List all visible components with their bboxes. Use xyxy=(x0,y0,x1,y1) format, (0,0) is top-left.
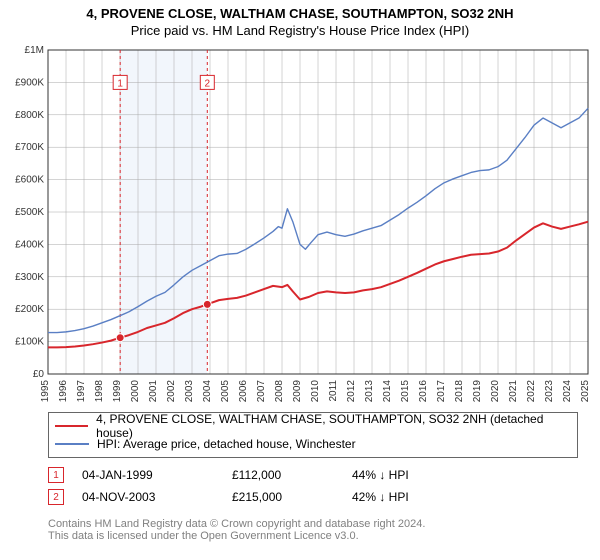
legend-swatch-property xyxy=(55,425,88,427)
svg-text:£300K: £300K xyxy=(15,272,44,283)
svg-text:£500K: £500K xyxy=(15,207,44,218)
svg-text:1999: 1999 xyxy=(112,380,123,403)
svg-text:2010: 2010 xyxy=(310,380,321,403)
svg-text:2007: 2007 xyxy=(256,380,267,403)
footnote: Contains HM Land Registry data © Crown c… xyxy=(48,518,578,542)
svg-text:£700K: £700K xyxy=(15,142,44,153)
svg-text:2008: 2008 xyxy=(274,380,285,403)
svg-text:2025: 2025 xyxy=(580,380,591,403)
plot-svg: £0 £100K £200K £300K £400K £500K £600K £700K £80… xyxy=(6,44,594,404)
svg-text:2006: 2006 xyxy=(238,380,249,403)
legend-row-property: 4, PROVENE CLOSE, WALTHAM CHASE, SOUTHAM… xyxy=(55,417,571,435)
svg-text:2022: 2022 xyxy=(526,380,537,403)
legend-label-hpi: HPI: Average price, detached house, Winc… xyxy=(97,437,356,451)
svg-text:£900K: £900K xyxy=(15,77,44,88)
svg-text:2013: 2013 xyxy=(364,380,375,403)
svg-text:2011: 2011 xyxy=(328,380,339,402)
svg-text:1997: 1997 xyxy=(76,380,87,403)
svg-text:1995: 1995 xyxy=(40,380,51,403)
sales-row-2: 2 04-NOV-2003 £215,000 42% ↓ HPI xyxy=(48,486,578,508)
svg-text:2002: 2002 xyxy=(166,380,177,403)
svg-text:2012: 2012 xyxy=(346,380,357,403)
svg-text:£0: £0 xyxy=(33,369,45,380)
svg-text:2015: 2015 xyxy=(400,380,411,403)
sale-delta-2: 42% ↓ HPI xyxy=(352,490,472,504)
footnote-line-1: Contains HM Land Registry data © Crown c… xyxy=(48,518,578,530)
svg-text:£400K: £400K xyxy=(15,239,44,250)
svg-text:2000: 2000 xyxy=(130,380,141,403)
svg-text:2023: 2023 xyxy=(544,380,555,403)
sale-date-1: 04-JAN-1999 xyxy=(82,468,232,482)
svg-text:£800K: £800K xyxy=(15,110,44,121)
sale-marker-1: 1 xyxy=(48,467,64,483)
sale-date-2: 04-NOV-2003 xyxy=(82,490,232,504)
svg-text:2009: 2009 xyxy=(292,380,303,403)
svg-text:£1M: £1M xyxy=(25,45,44,56)
sale-marker-2: 2 xyxy=(48,489,64,505)
svg-text:£600K: £600K xyxy=(15,175,44,186)
legend-swatch-hpi xyxy=(55,443,89,445)
svg-text:2016: 2016 xyxy=(418,380,429,403)
svg-text:2024: 2024 xyxy=(562,380,573,403)
svg-text:1: 1 xyxy=(117,78,123,89)
svg-text:1998: 1998 xyxy=(94,380,105,403)
svg-text:£200K: £200K xyxy=(15,304,44,315)
svg-text:2019: 2019 xyxy=(472,380,483,403)
title-main: 4, PROVENE CLOSE, WALTHAM CHASE, SOUTHAM… xyxy=(6,6,594,21)
legend-label-property: 4, PROVENE CLOSE, WALTHAM CHASE, SOUTHAM… xyxy=(96,412,571,440)
svg-text:2018: 2018 xyxy=(454,380,465,403)
chart-container: 4, PROVENE CLOSE, WALTHAM CHASE, SOUTHAM… xyxy=(0,0,600,542)
plot-area: £0 £100K £200K £300K £400K £500K £600K £700K £80… xyxy=(6,44,594,404)
sales-row-1: 1 04-JAN-1999 £112,000 44% ↓ HPI xyxy=(48,464,578,486)
svg-text:£100K: £100K xyxy=(15,337,44,348)
sale-price-1: £112,000 xyxy=(232,468,352,482)
svg-text:2017: 2017 xyxy=(436,380,447,403)
svg-text:2020: 2020 xyxy=(490,380,501,403)
svg-text:2001: 2001 xyxy=(148,380,159,403)
svg-text:2004: 2004 xyxy=(202,380,213,403)
legend: 4, PROVENE CLOSE, WALTHAM CHASE, SOUTHAM… xyxy=(48,412,578,458)
sale-price-2: £215,000 xyxy=(232,490,352,504)
svg-text:2021: 2021 xyxy=(508,380,519,403)
sales-table: 1 04-JAN-1999 £112,000 44% ↓ HPI 2 04-NO… xyxy=(48,464,578,508)
svg-text:2003: 2003 xyxy=(184,380,195,403)
titles: 4, PROVENE CLOSE, WALTHAM CHASE, SOUTHAM… xyxy=(6,6,594,38)
footnote-line-2: This data is licensed under the Open Gov… xyxy=(48,530,578,542)
title-sub: Price paid vs. HM Land Registry's House … xyxy=(6,23,594,38)
svg-text:2014: 2014 xyxy=(382,380,393,403)
svg-text:2005: 2005 xyxy=(220,380,231,403)
sale-delta-1: 44% ↓ HPI xyxy=(352,468,472,482)
svg-text:1996: 1996 xyxy=(58,380,69,403)
svg-text:2: 2 xyxy=(205,78,211,89)
